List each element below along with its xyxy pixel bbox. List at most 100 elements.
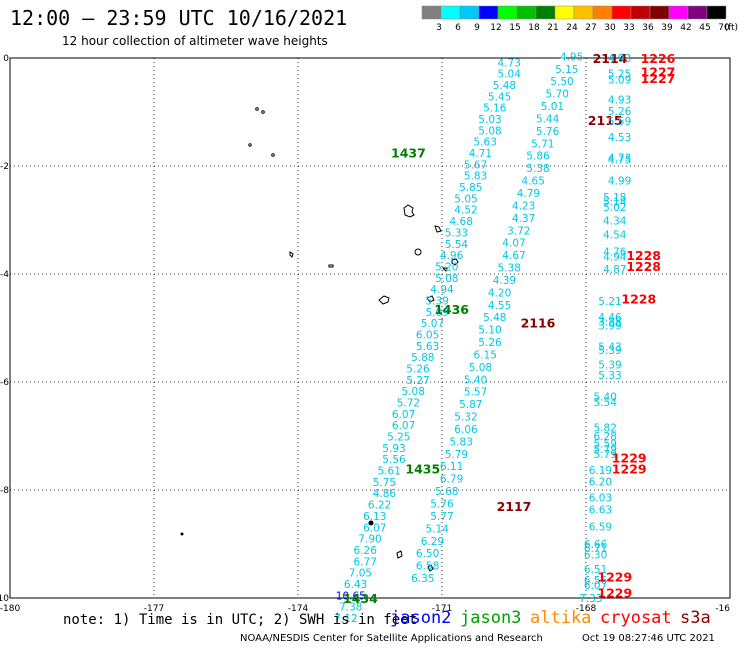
wave-height-value: 7.90 — [358, 534, 381, 546]
axis-labels: -180 -177 -174 -171 -168 -16 0 -2 -4 -6 -8 -10 — [0, 54, 730, 614]
scale-swatch — [440, 5, 461, 20]
wave-height-value: 5.59 — [608, 116, 631, 128]
wave-height-value: 5.77 — [430, 511, 453, 523]
wave-height-value: 5.08 — [469, 362, 492, 374]
wave-height-value: 5.70 — [546, 89, 569, 101]
wave-height-value: 6.07 — [584, 580, 607, 592]
legend-altika: altika — [530, 608, 592, 628]
wave-height-value: 5.14 — [603, 197, 627, 209]
wave-height-value: 4.55 — [488, 300, 511, 312]
scale-label: 9 — [474, 23, 480, 33]
legend-cryosat: cryosat — [600, 608, 672, 628]
wave-height-value: 6.05 — [416, 329, 439, 341]
wave-height-value: 4.54 — [603, 230, 627, 242]
pass-time-label: 1229 — [597, 586, 632, 601]
wave-height-value: 6.19 — [589, 465, 612, 477]
wave-height-value: 5.76 — [536, 126, 560, 138]
legend-s3a: s3a — [680, 608, 711, 628]
wave-height-value: 4.87 — [603, 264, 626, 276]
pass-time-label: 1228 — [626, 248, 661, 263]
wave-height-value: 5.39 — [598, 345, 621, 357]
wave-height-value: 5.08 — [478, 125, 501, 137]
scale-unit: (ft) — [724, 23, 738, 33]
wave-height-value: 4.95 — [560, 51, 583, 63]
wave-height-value: 3.72 — [507, 225, 530, 237]
wave-height-value: 5.09 — [608, 75, 631, 87]
wave-height-value: 6.22 — [368, 500, 391, 512]
pass-time-label: 1435 — [405, 461, 440, 476]
wave-height-value: 7.38 — [339, 602, 362, 614]
scale-label: 36 — [642, 23, 654, 33]
scale-swatch — [497, 5, 518, 20]
wave-height-value: 6.35 — [411, 573, 434, 585]
wave-height-value: 5.40 — [464, 374, 487, 386]
island — [434, 225, 442, 233]
wave-height-value: 3.88 — [598, 317, 621, 329]
wave-height-value: 6.63 — [589, 504, 612, 516]
wave-height-value: 5.39 — [598, 360, 621, 372]
map-title: 12:00 – 23:59 UTC 10/16/2021 — [10, 6, 348, 30]
scale-label: 21 — [547, 23, 558, 33]
island — [289, 251, 294, 258]
wave-height-value: 6.58 — [416, 561, 439, 573]
wave-height-value: 4.76 — [603, 246, 627, 258]
wave-height-value: 4.73 — [498, 57, 521, 69]
wave-height-value: 5.01 — [541, 101, 564, 113]
wave-height-value: 4.73 — [608, 152, 631, 164]
wave-height-value: 5.68 — [435, 486, 458, 498]
wave-height-value: 5.18 — [603, 192, 626, 204]
y-tick-label: -10 — [0, 594, 9, 604]
wave-height-value: 5.09 — [426, 307, 449, 319]
wave-height-value: 6.50 — [416, 548, 439, 560]
wave-height-value: 5.57 — [464, 387, 487, 399]
wave-height-value: 6.71 — [584, 543, 607, 555]
pass-time-label: 2115 — [588, 113, 623, 128]
island — [441, 267, 448, 272]
wave-height-value: 5.71 — [531, 138, 554, 150]
wave-height-value: 6.43 — [344, 579, 367, 591]
scale-swatch — [611, 5, 632, 20]
wave-height-value: 7.33 — [579, 593, 602, 605]
wave-height-value: 6.28 — [594, 431, 617, 443]
wave-height-value: 5.08 — [435, 273, 458, 285]
wave-height-value: 5.32 — [454, 412, 477, 424]
pass-time-label: 1229 — [612, 451, 647, 466]
island — [426, 295, 435, 303]
wave-height-value: 5.25 — [387, 432, 410, 444]
wave-height-value: 5.79 — [445, 449, 468, 461]
island — [255, 107, 259, 111]
map-subtitle: 12 hour collection of altimeter wave hei… — [62, 34, 328, 48]
pass-time-label: 2117 — [497, 499, 532, 514]
wave-height-value: 5.67 — [464, 159, 487, 171]
wave-height-value: 5.76 — [430, 499, 454, 511]
wave-height-value: 5.63 — [474, 137, 497, 149]
footer-note: note: 1) Time is in UTC; 2) SWH is in fe… — [63, 612, 418, 628]
wave-height-value: 5.02 — [603, 202, 626, 214]
wave-height-value: 4.94 — [603, 252, 627, 264]
scale-swatch — [421, 5, 442, 20]
wave-height-value: 4.71 — [469, 148, 492, 160]
island — [396, 550, 403, 559]
wave-height-value: 5.07 — [421, 318, 444, 330]
x-tick-label: -177 — [144, 604, 164, 614]
wave-height-value: 5.48 — [483, 312, 506, 324]
x-tick-label: -168 — [576, 604, 597, 614]
wave-height-value: 7.12 — [334, 613, 357, 625]
pass-time-label: 1229 — [597, 569, 632, 584]
wave-height-value: 6.79 — [440, 474, 463, 486]
wave-height-value: 5.33 — [445, 227, 468, 239]
wave-height-value: 5.50 — [550, 76, 573, 88]
wave-height-value: 5.08 — [402, 386, 425, 398]
wave-height-value: 6.20 — [589, 476, 612, 488]
scale-swatch — [459, 5, 480, 20]
wave-height-value: 5.93 — [382, 443, 405, 455]
wave-height-value: 5.54 — [594, 397, 618, 409]
wave-height-value: 6.07 — [363, 522, 386, 534]
wave-height-value: 6.59 — [589, 522, 612, 534]
islands — [180, 107, 459, 572]
scale-swatch — [554, 5, 575, 20]
credit-text: NOAA/NESDIS Center for Satellite Applica… — [240, 633, 543, 644]
wave-height-value: 4.46 — [598, 312, 622, 324]
wave-height-value: 5.03 — [478, 114, 501, 126]
